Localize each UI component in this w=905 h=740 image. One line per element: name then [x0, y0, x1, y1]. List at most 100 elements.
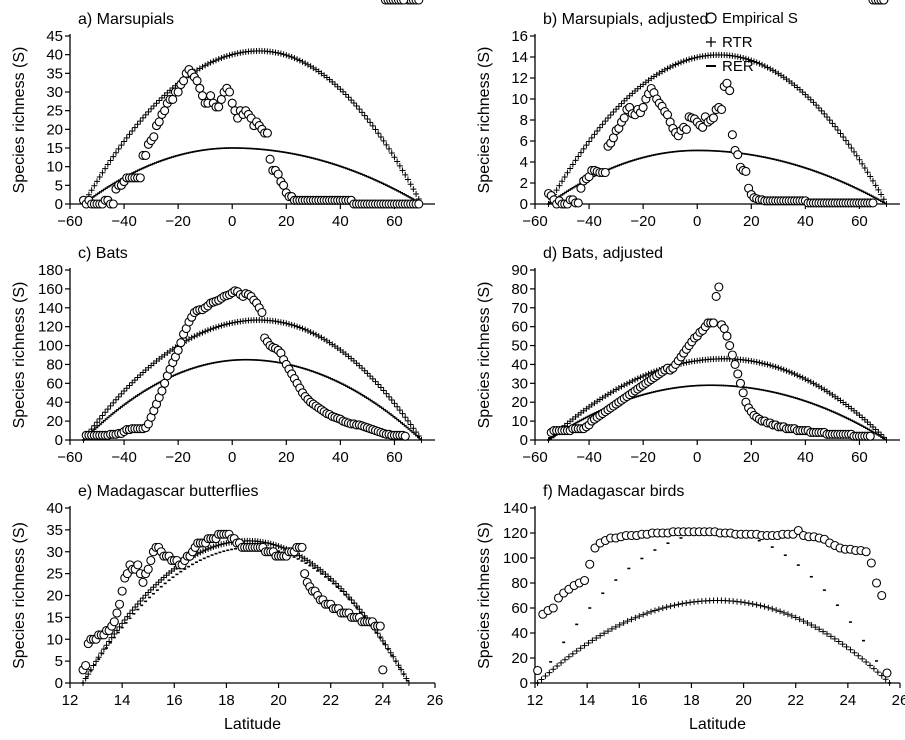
rtr-point — [134, 374, 141, 381]
rtr-point — [620, 619, 627, 626]
x-tick-label: 22 — [322, 692, 339, 709]
rtr-point — [855, 652, 862, 659]
rtr-point — [572, 157, 579, 164]
rtr-point — [372, 126, 379, 133]
rtr-point — [679, 600, 686, 607]
rtr-point — [380, 387, 387, 394]
rtr-point — [267, 540, 274, 547]
rtr-point — [757, 602, 764, 609]
rtr-point — [808, 622, 815, 629]
rtr-point — [91, 422, 98, 429]
rtr-point — [126, 382, 133, 389]
rtr-point — [361, 367, 368, 374]
rtr-point — [780, 366, 787, 373]
rtr-point — [283, 320, 290, 327]
rtr-point — [642, 371, 649, 378]
x-tick-label: −60 — [522, 449, 547, 466]
rtr-point — [737, 54, 744, 61]
rtr-point — [615, 103, 622, 110]
rtr-point — [88, 187, 95, 194]
rtr-point — [777, 608, 784, 615]
rtr-point — [821, 110, 828, 117]
empirical-point — [861, 547, 871, 557]
rtr-point — [655, 606, 662, 613]
empirical-point — [882, 668, 892, 678]
empirical-point — [585, 559, 595, 569]
rtr-point — [137, 118, 144, 125]
rtr-point — [108, 634, 115, 641]
rtr-point — [612, 623, 619, 630]
panel-title: f) Madagascar birds — [543, 483, 684, 500]
rtr-point — [621, 382, 628, 389]
rtr-point — [121, 138, 128, 145]
rtr-point — [112, 149, 119, 156]
rtr-point — [82, 675, 89, 682]
rtr-point — [202, 62, 209, 69]
rtr-point — [307, 329, 314, 336]
rtr-point — [667, 603, 674, 610]
rtr-point — [680, 58, 687, 65]
rtr-point — [288, 321, 295, 328]
rtr-point — [623, 380, 630, 387]
empirical-point — [400, 431, 410, 441]
rtr-point — [632, 376, 639, 383]
rtr-point — [294, 323, 301, 330]
legend-circle-marker — [705, 12, 717, 24]
y-axis-label: Species richness (S) — [11, 522, 28, 669]
rtr-point — [410, 186, 417, 193]
rtr-point — [835, 638, 842, 645]
rtr-point — [132, 604, 139, 611]
rtr-point — [788, 612, 795, 619]
rtr-point — [558, 659, 565, 666]
rtr-point — [765, 604, 772, 611]
empirical-point — [573, 198, 583, 208]
rtr-point — [742, 55, 749, 62]
rtr-point — [94, 419, 101, 426]
rtr-point — [275, 543, 282, 550]
empirical-point — [279, 180, 289, 190]
rtr-point — [356, 606, 363, 613]
empirical-point — [711, 291, 721, 301]
rtr-point — [870, 665, 877, 672]
empirical-point — [717, 104, 727, 115]
rtr-point — [391, 154, 398, 161]
rtr-point — [688, 55, 695, 62]
x-tick-label: 18 — [218, 692, 235, 709]
empirical-point — [257, 307, 267, 318]
y-tick-label: 160 — [38, 281, 63, 298]
x-tick-label: 40 — [797, 213, 814, 230]
rtr-point — [280, 51, 287, 58]
rtr-point — [826, 117, 833, 124]
rtr-point — [829, 120, 836, 127]
rtr-point — [624, 618, 631, 625]
rtr-point — [749, 600, 756, 607]
rtr-point — [615, 385, 622, 392]
empirical-point — [619, 113, 629, 123]
rtr-point — [788, 369, 795, 376]
y-tick-label: 20 — [46, 413, 63, 430]
rtr-point — [142, 111, 149, 118]
rtr-point — [767, 65, 774, 72]
rtr-point — [407, 421, 414, 428]
rtr-point — [607, 112, 614, 119]
rtr-point — [802, 91, 809, 98]
rtr-point — [221, 321, 228, 328]
rtr-point — [669, 62, 676, 69]
rtr-point — [769, 67, 776, 74]
rtr-point — [145, 108, 152, 115]
rtr-point — [874, 669, 881, 676]
rtr-point — [859, 160, 866, 167]
panel-title: b) Marsupials, adjusted — [543, 11, 708, 28]
y-tick-label: 100 — [38, 338, 63, 355]
empirical-point — [216, 94, 226, 105]
rtr-point — [207, 544, 214, 551]
empirical-point — [135, 173, 145, 183]
rtr-point — [734, 53, 741, 60]
rtr-point — [382, 641, 389, 648]
rtr-point — [594, 127, 601, 134]
x-tick-label: 26 — [427, 692, 444, 709]
rtr-point — [767, 362, 774, 369]
rtr-point — [137, 598, 144, 605]
empirical-point — [733, 150, 743, 160]
